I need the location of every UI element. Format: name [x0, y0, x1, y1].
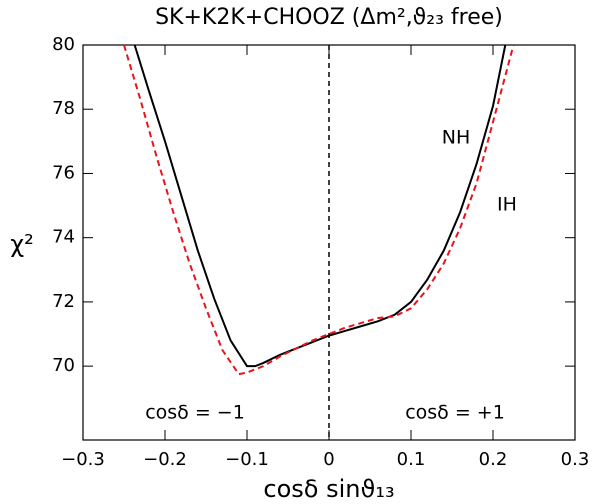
y-tick-label: 78: [52, 98, 75, 119]
y-tick-label: 70: [52, 355, 75, 376]
x-tick-label: −0.1: [225, 449, 269, 470]
x-tick-label: 0.2: [479, 449, 508, 470]
x-tick-label: −0.3: [61, 449, 105, 470]
x-tick-label: 0: [323, 449, 334, 470]
x-tick-label: −0.2: [143, 449, 187, 470]
y-tick-label: 74: [52, 227, 75, 248]
series-line: [133, 44, 507, 368]
y-axis-label: χ²: [10, 230, 33, 258]
series-label: NH: [442, 127, 471, 149]
chart-title: SK+K2K+CHOOZ (Δm²,ϑ₂₃ free): [155, 5, 503, 30]
annotation: cosδ = −1: [145, 402, 245, 424]
x-axis-label: cosδ sinϑ₁₃: [263, 475, 394, 503]
series-line: [123, 44, 515, 376]
y-tick-label: 80: [52, 34, 75, 55]
series-label: IH: [497, 194, 517, 216]
x-tick-label: 0.3: [561, 449, 590, 470]
annotation: cosδ = +1: [405, 402, 505, 424]
y-tick-label: 72: [52, 291, 75, 312]
x-tick-label: 0.1: [397, 449, 426, 470]
y-tick-label: 76: [52, 162, 75, 183]
